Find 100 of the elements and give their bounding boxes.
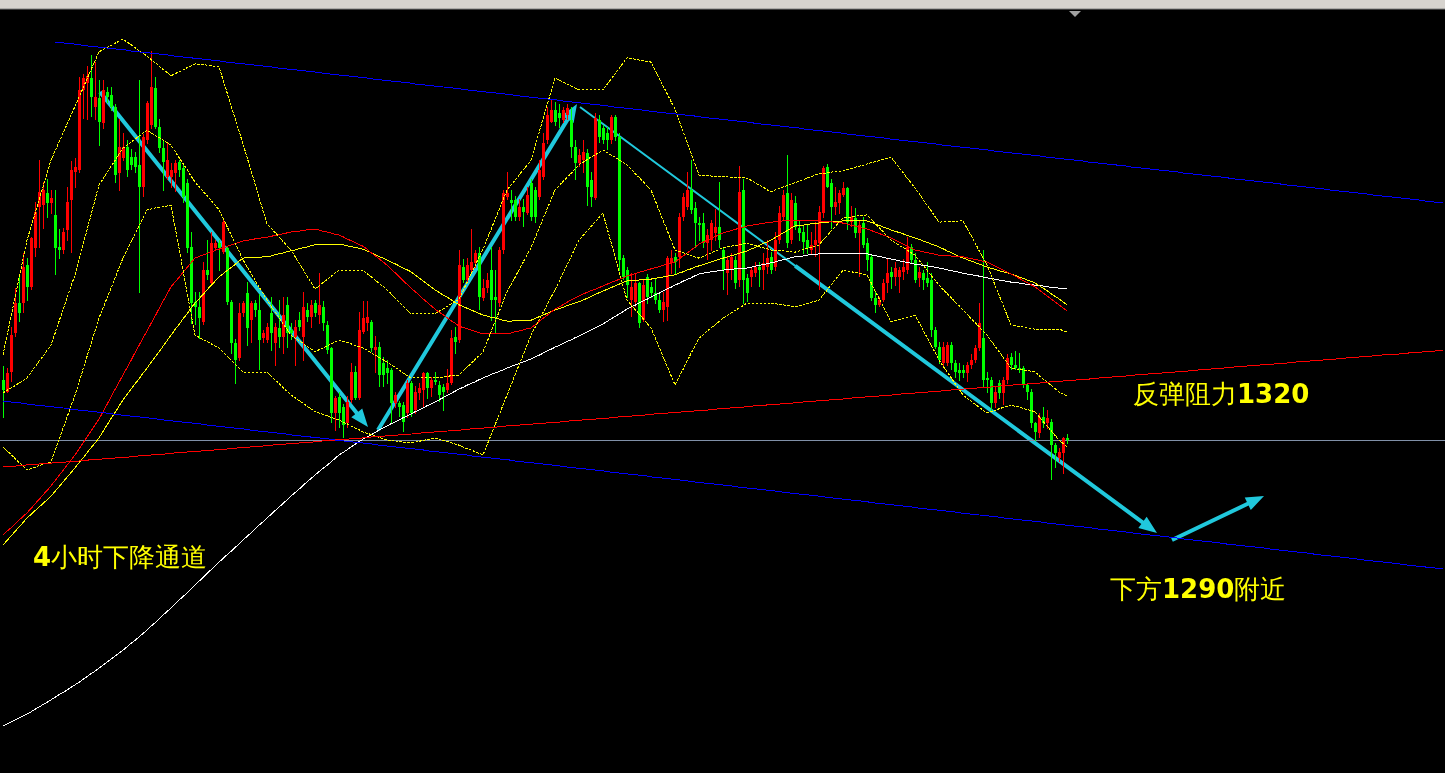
- candlestick: [646, 274, 649, 304]
- candlestick: [950, 341, 953, 371]
- candlestick: [834, 186, 837, 216]
- candlestick: [126, 139, 129, 178]
- candlestick: [514, 196, 517, 221]
- candlestick: [522, 199, 525, 228]
- candlestick: [434, 372, 437, 386]
- candlestick: [198, 292, 201, 339]
- candlestick: [1054, 442, 1057, 468]
- candlestick: [734, 256, 737, 289]
- text: 下方1290附近: [1110, 574, 1287, 604]
- candlestick: [722, 246, 725, 291]
- candlestick: [138, 79, 141, 294]
- candlestick: [162, 139, 165, 191]
- candlestick: [518, 199, 521, 221]
- candlestick: [838, 189, 841, 214]
- candlestick: [610, 114, 613, 144]
- candlestick: [554, 102, 557, 126]
- candlestick: [486, 272, 489, 294]
- candlestick: [442, 384, 445, 411]
- candlestick: [1002, 376, 1005, 406]
- candlestick: [366, 301, 369, 331]
- candlestick: [310, 299, 313, 328]
- candlestick: [174, 159, 177, 193]
- candlestick: [346, 396, 349, 428]
- candlestick: [946, 341, 949, 366]
- candlestick: [374, 336, 377, 374]
- candlestick: [510, 189, 513, 221]
- candlestick: [90, 54, 93, 118]
- candlestick: [166, 142, 169, 181]
- candlestick: [994, 387, 997, 408]
- candlestick: [750, 266, 753, 288]
- candlestick: [630, 272, 633, 318]
- candlestick: [682, 192, 685, 221]
- candlestick: [494, 269, 497, 334]
- candlestick: [1038, 412, 1041, 438]
- candlestick: [634, 274, 637, 308]
- candlestick: [614, 114, 617, 141]
- candlestick: [658, 292, 661, 313]
- text: 4小时下降通道: [33, 542, 208, 572]
- candlestick: [1066, 434, 1069, 444]
- candlestick: [6, 367, 9, 394]
- candlestick: [218, 239, 221, 271]
- candlestick: [266, 322, 269, 343]
- candlestick: [234, 339, 237, 384]
- candlestick: [702, 212, 705, 248]
- candlestick: [914, 252, 917, 283]
- candlestick: [574, 139, 577, 181]
- candlestick: [26, 257, 29, 301]
- candlestick: [18, 276, 21, 323]
- candlestick: [890, 266, 893, 289]
- candlestick: [882, 279, 885, 303]
- candlestick: [322, 301, 325, 331]
- candlestick: [966, 361, 969, 383]
- candlestick: [934, 326, 937, 349]
- candlestick: [918, 266, 921, 288]
- candlestick: [282, 296, 285, 354]
- candlestick: [886, 259, 889, 294]
- candlestick: [802, 226, 805, 254]
- candlestick: [318, 272, 321, 324]
- candlestick: [206, 239, 209, 281]
- candlestick: [334, 396, 337, 431]
- candlestick: [990, 377, 993, 411]
- candlestick: [526, 186, 529, 216]
- candlestick: [414, 386, 417, 414]
- candlestick: [426, 371, 429, 399]
- candlestick: [894, 262, 897, 286]
- candlestick: [306, 302, 309, 323]
- candlestick: [294, 319, 297, 366]
- candlestick: [98, 79, 101, 146]
- candlestick: [462, 259, 465, 283]
- candlestick: [110, 87, 113, 111]
- candlestick: [874, 292, 877, 314]
- candlestick: [62, 227, 65, 254]
- candlestick: [270, 296, 273, 351]
- candlestick: [898, 266, 901, 294]
- candlestick: [158, 119, 161, 153]
- candlestick: [466, 257, 469, 283]
- candlestick: [274, 322, 277, 366]
- candlestick: [598, 114, 601, 143]
- candlestick: [758, 262, 761, 288]
- candlestick: [94, 61, 97, 121]
- candlestick: [46, 179, 49, 218]
- candlestick: [454, 326, 457, 354]
- candlestick: [806, 224, 809, 254]
- candlestick: [1006, 354, 1009, 384]
- candlestick: [1050, 419, 1053, 480]
- candlestick: [250, 301, 253, 344]
- candlestick: [1022, 366, 1025, 389]
- candlestick: [482, 279, 485, 301]
- candlestick: [438, 381, 441, 403]
- candlestick: [402, 402, 405, 433]
- candlestick: [2, 366, 5, 419]
- candlestick: [798, 219, 801, 241]
- candlestick: [906, 236, 909, 274]
- candlestick: [422, 371, 425, 408]
- candlestick: [130, 149, 133, 171]
- candlestick: [938, 342, 941, 364]
- candlestick: [582, 139, 585, 174]
- candlestick: [42, 182, 45, 229]
